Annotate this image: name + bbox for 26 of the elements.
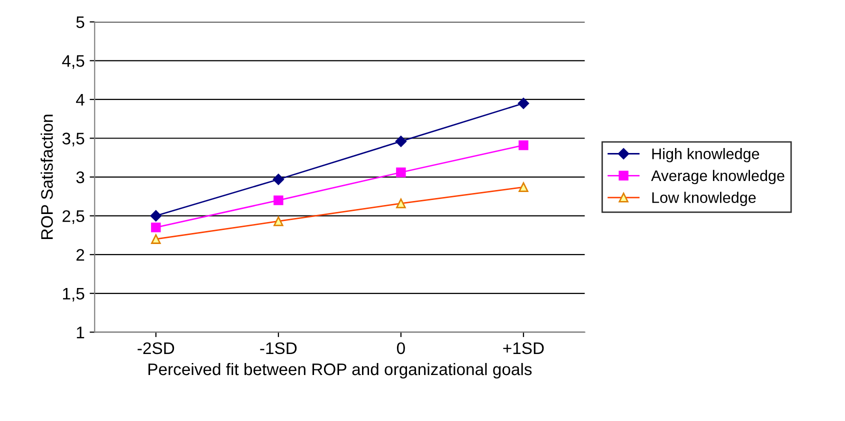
y-tick-label: 4,5 xyxy=(62,55,84,69)
point xyxy=(518,140,528,150)
x-axis-title: Perceived fit between ROP and organizational goals xyxy=(148,362,532,379)
x-tick-label: 0 xyxy=(396,342,405,354)
x-tick-label: -1SD xyxy=(260,342,297,354)
x-tick-label: -2SD xyxy=(138,342,174,354)
point xyxy=(272,174,284,185)
legend-label: Low knowledge xyxy=(652,192,756,206)
y-tick-label: 1 xyxy=(76,326,84,338)
y-tick-label: 1,5 xyxy=(63,288,84,302)
x-tick-label: +1SD xyxy=(503,342,544,354)
y-tick-label: 5 xyxy=(76,16,84,28)
y-tick-label: 3,5 xyxy=(62,132,84,146)
y-tick-label: 2,5 xyxy=(62,210,84,224)
point xyxy=(395,136,407,147)
point xyxy=(396,168,406,178)
y-tick-label: 4 xyxy=(76,94,84,106)
y-tick-label: 2 xyxy=(76,249,84,261)
y-tick-label: 3 xyxy=(76,171,84,184)
y-axis-title: ROP Satisfaction xyxy=(40,114,53,239)
point xyxy=(518,98,530,109)
point xyxy=(150,210,162,222)
point xyxy=(151,222,161,232)
point xyxy=(274,195,284,206)
legend-label: High knowledge xyxy=(652,148,760,162)
legend-label: Average knowledge xyxy=(651,170,784,184)
